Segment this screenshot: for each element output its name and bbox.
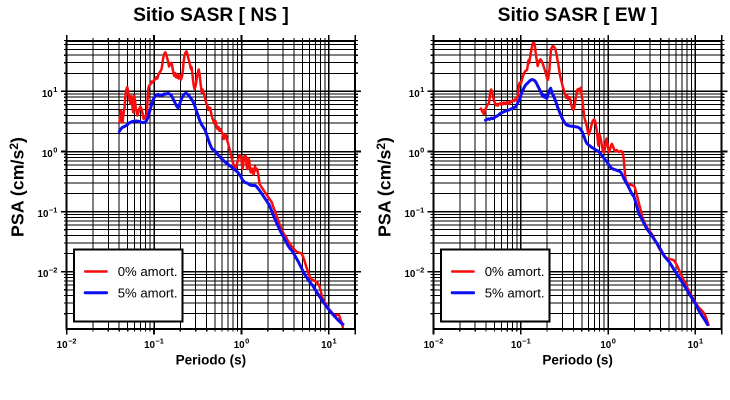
svg-text:0% amort.: 0% amort.	[485, 264, 545, 279]
svg-text:Sitio SASR [ EW ]: Sitio SASR [ EW ]	[498, 5, 658, 26]
svg-text:5% amort.: 5% amort.	[485, 285, 545, 300]
svg-text:5% amort.: 5% amort.	[118, 285, 178, 300]
svg-text:PSA (cm/s2): PSA (cm/s2)	[7, 137, 28, 237]
svg-text:PSA (cm/s2): PSA (cm/s2)	[374, 137, 395, 237]
svg-text:Sitio SASR [ NS ]: Sitio SASR [ NS ]	[133, 5, 289, 26]
svg-text:0% amort.: 0% amort.	[118, 264, 178, 279]
svg-text:Periodo (s): Periodo (s)	[176, 352, 247, 367]
svg-text:Periodo (s): Periodo (s)	[542, 352, 613, 367]
